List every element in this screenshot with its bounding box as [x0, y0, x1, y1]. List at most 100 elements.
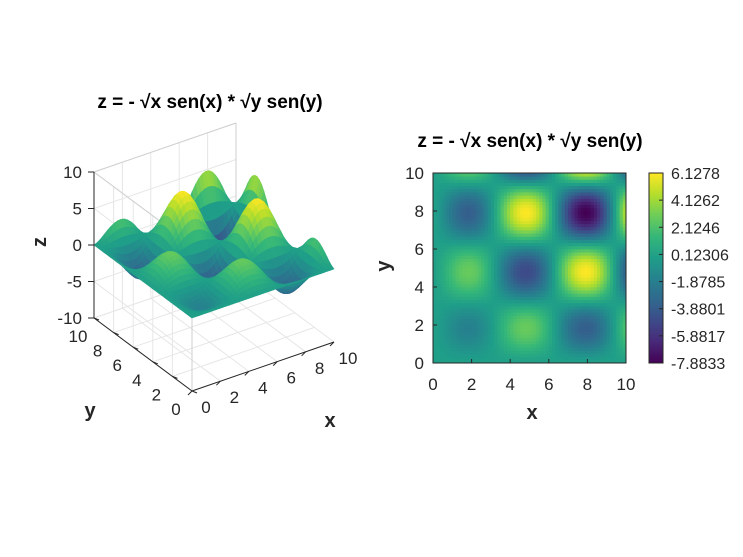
heatmap-cell — [506, 201, 511, 206]
heatmap-cell — [548, 340, 553, 345]
heatmap-cell — [455, 325, 460, 329]
heatmap-cell — [539, 302, 543, 307]
heatmap-cell — [465, 261, 469, 266]
heatmap-cell — [455, 283, 460, 288]
heatmap-cell — [580, 236, 585, 240]
heatmap-cell — [580, 334, 585, 339]
heatmap-cell — [568, 359, 572, 364]
heatmap-cell — [461, 337, 466, 342]
heatmap-cell — [545, 321, 550, 326]
heatmap-cell — [548, 185, 553, 190]
heatmap-cell — [497, 356, 501, 361]
heatmap-cell — [597, 245, 601, 250]
heatmap-cell — [603, 350, 608, 354]
heatmap-cell — [442, 226, 447, 231]
heatmap-cell — [526, 258, 530, 263]
heatmap-cell — [600, 302, 604, 307]
heatmap-cell — [452, 214, 456, 218]
z-tick-label: -5 — [67, 273, 82, 292]
heatmap-cell — [449, 233, 453, 237]
heatmap-cell — [500, 230, 505, 234]
heatmap-cell — [519, 188, 524, 193]
heatmap-cell — [474, 233, 479, 237]
heatmap-cell — [539, 359, 543, 364]
heatmap-cell — [442, 252, 447, 256]
heatmap-cell — [590, 233, 595, 237]
heatmap-cell — [516, 315, 521, 320]
heatmap-cell — [494, 353, 498, 358]
heatmap-cell — [442, 337, 447, 342]
heatmap-cell — [590, 337, 595, 342]
heatmap-cell — [452, 201, 456, 206]
heatmap-cell — [497, 290, 501, 294]
heatmap-cell — [564, 249, 569, 253]
heatmap-cell — [535, 252, 540, 256]
heatmap-cell — [519, 325, 524, 329]
heatmap-cell — [465, 277, 469, 282]
heatmap-cell — [478, 192, 482, 196]
heatmap-cell — [487, 299, 492, 304]
heatmap-cell — [568, 280, 572, 285]
heatmap-cell — [600, 337, 604, 342]
heatmap-cell — [539, 252, 543, 256]
heatmap-cell — [452, 296, 456, 301]
heatmap-cell — [597, 185, 601, 190]
heatmap-cell — [587, 182, 592, 187]
heatmap-cell — [516, 201, 521, 206]
heatmap-cell — [510, 233, 514, 237]
heatmap-cell — [500, 204, 505, 209]
heatmap-cell — [597, 283, 601, 288]
heatmap-cell — [490, 306, 495, 310]
heatmap-cell — [532, 258, 537, 263]
heatmap-cell — [574, 274, 579, 278]
heatmap-cell — [600, 312, 604, 316]
heatmap-cell — [433, 268, 437, 272]
heatmap-cell — [529, 353, 534, 358]
heatmap-cell — [574, 290, 579, 294]
heatmap-cell — [433, 173, 437, 177]
heatmap-cell — [516, 258, 521, 263]
heatmap-cell — [558, 350, 563, 354]
heatmap-cell — [455, 296, 460, 301]
heatmap-cell — [481, 252, 485, 256]
heatmap-cell — [600, 344, 604, 348]
heatmap-cell — [503, 192, 508, 196]
heatmap-cell — [597, 207, 601, 212]
heatmap-cell — [439, 226, 444, 231]
heatmap-cell — [503, 258, 508, 263]
heatmap-cell — [471, 179, 476, 183]
heatmap-cell — [461, 255, 466, 259]
heatmap-cell — [458, 207, 463, 212]
heatmap-cell — [548, 331, 553, 335]
heatmap-cell — [574, 264, 579, 269]
heatmap-cell — [455, 195, 460, 199]
heatmap-cell — [600, 249, 604, 253]
heatmap-cell — [597, 290, 601, 294]
heatmap-cell — [513, 287, 518, 291]
heatmap-cell — [584, 217, 588, 221]
heatmap-cell — [487, 315, 492, 320]
heatmap-cell — [497, 192, 501, 196]
heatmap-cell — [542, 328, 546, 332]
heatmap-cell — [564, 198, 569, 202]
y-tick-label: 2 — [152, 385, 161, 404]
heatmap-cell — [561, 192, 566, 196]
heatmap-cell — [516, 173, 521, 177]
heatmap-cell — [458, 290, 463, 294]
heatmap-cell — [449, 296, 453, 301]
heatmap-cell — [449, 312, 453, 316]
heatmap-cell — [497, 223, 501, 228]
heatmap-cell — [542, 226, 546, 231]
heatmap-cell — [580, 214, 585, 218]
heatmap-cell — [433, 331, 437, 335]
heatmap-cell — [558, 179, 563, 183]
heatmap-cell — [503, 264, 508, 269]
heatmap-cell — [564, 293, 569, 297]
heatmap-cell — [600, 331, 604, 335]
heatmap-cell — [500, 344, 505, 348]
heatmap-cell — [439, 271, 444, 275]
heatmap-cell — [529, 334, 534, 339]
heatmap-cell — [539, 331, 543, 335]
heatmap-cell — [465, 245, 469, 250]
heatmap-cell — [542, 302, 546, 307]
